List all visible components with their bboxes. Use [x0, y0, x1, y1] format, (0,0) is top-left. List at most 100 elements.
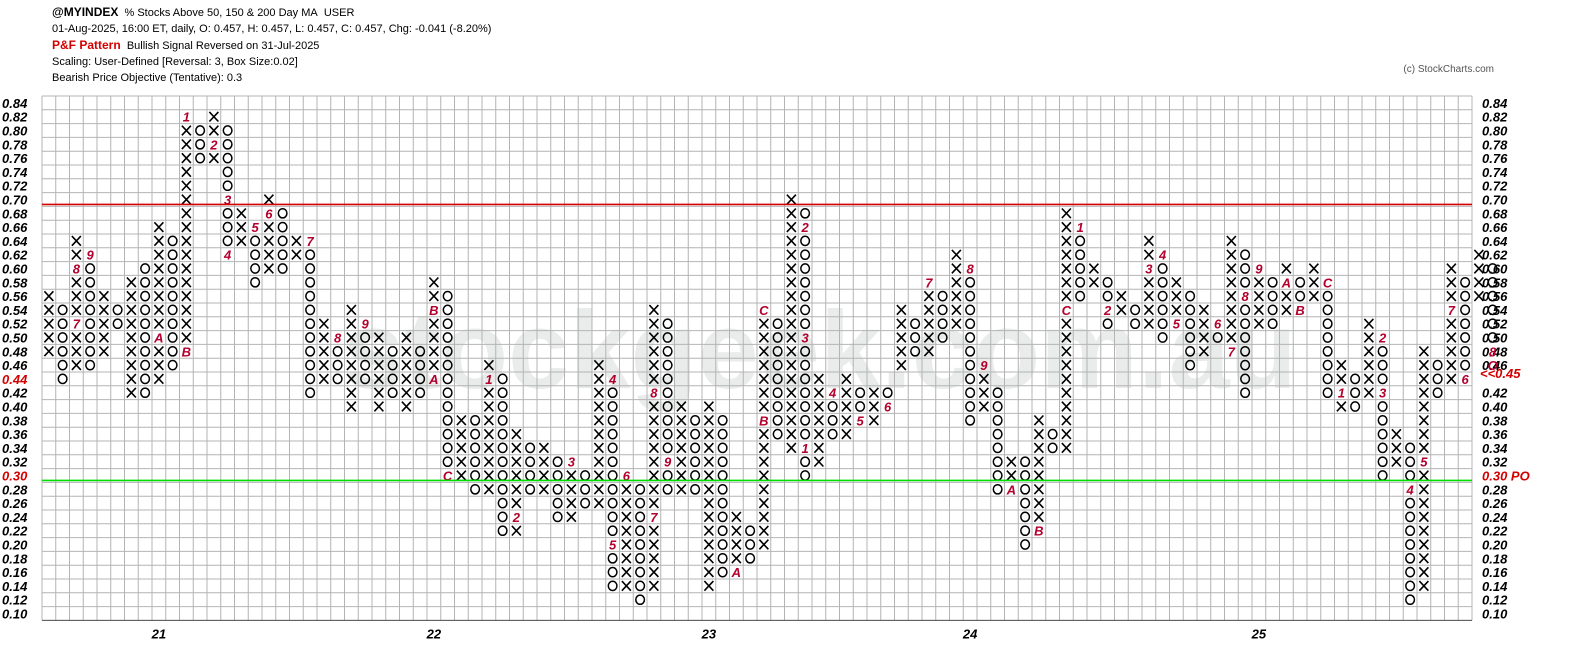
pattern-line: P&F Pattern Bullish Signal Reversed on 3… [52, 37, 491, 54]
marker-bg [1478, 372, 1548, 385]
o-box [717, 539, 728, 550]
y-tick-left: 0.50 [2, 331, 28, 346]
objective-line: Bearish Price Objective (Tentative): 0.3 [52, 72, 243, 84]
x-box [676, 428, 687, 440]
x-box [1418, 566, 1429, 578]
x-box [978, 387, 989, 399]
y-tick-right: 0.60 [1482, 262, 1508, 277]
x-box [153, 290, 164, 302]
o-box [717, 483, 728, 495]
o-box [1212, 332, 1223, 343]
o-box [57, 359, 68, 371]
o-box [1487, 290, 1498, 302]
x-box [786, 207, 797, 219]
x-box [511, 428, 522, 440]
y-tick-right: 0.72 [1482, 179, 1508, 194]
x-box [1143, 318, 1154, 330]
month-marker: C [1323, 275, 1333, 290]
o-box [1322, 373, 1333, 385]
y-tick-right: 0.78 [1482, 137, 1508, 152]
x-box [676, 401, 687, 412]
x-box [1418, 470, 1429, 481]
o-box [1377, 345, 1388, 357]
x-box [593, 428, 604, 440]
o-box [195, 152, 206, 164]
x-label-year: 22 [426, 626, 442, 641]
o-box [800, 359, 811, 371]
month-marker: 9 [664, 455, 672, 470]
x-box [181, 125, 192, 136]
x-box [648, 332, 659, 343]
x-box [1061, 414, 1072, 426]
o-box [800, 318, 811, 330]
o-box [85, 318, 96, 330]
y-tick-right: 0.18 [1482, 551, 1508, 566]
x-box [1363, 387, 1374, 399]
x-box [786, 249, 797, 261]
o-box [525, 470, 536, 481]
x-box [1143, 276, 1154, 288]
o-box [250, 235, 261, 247]
o-box [1075, 263, 1086, 274]
o-box [607, 428, 618, 440]
x-box [731, 552, 742, 564]
o-box [442, 414, 453, 426]
x-box [868, 401, 879, 412]
x-box [1226, 290, 1237, 302]
month-marker: 9 [980, 358, 988, 373]
y-tick-right: 0.16 [1482, 565, 1508, 580]
x-box [786, 304, 797, 316]
x-box [731, 525, 742, 537]
x-box [593, 387, 604, 399]
x-box [1363, 359, 1374, 371]
x-box [153, 373, 164, 385]
y-tick-left: 0.58 [2, 275, 28, 290]
o-box [607, 470, 618, 481]
o-box [497, 401, 508, 412]
y-tick-left: 0.36 [2, 427, 28, 442]
o-box [1405, 539, 1416, 550]
x-box [621, 511, 632, 523]
o-box [1405, 511, 1416, 523]
x-box [923, 332, 934, 343]
o-box [1240, 318, 1251, 330]
month-marker: 3 [802, 331, 810, 346]
x-box [758, 401, 769, 412]
x-box [731, 539, 742, 550]
x-box [538, 442, 549, 454]
x-box [1198, 304, 1209, 316]
o-box [250, 263, 261, 274]
o-box [140, 290, 151, 302]
o-box [222, 138, 233, 150]
month-marker: 2 [512, 510, 521, 525]
o-box [277, 235, 288, 247]
o-box [580, 483, 591, 495]
month-marker: 6 [884, 400, 892, 415]
o-box [662, 414, 673, 426]
x-box [566, 470, 577, 481]
o-box [772, 345, 783, 357]
o-box [140, 332, 151, 343]
o-box [1405, 525, 1416, 537]
y-tick-left: 0.24 [2, 510, 28, 525]
o-box [470, 470, 481, 481]
month-marker: 8 [334, 331, 342, 346]
x-box [621, 566, 632, 578]
o-box [332, 373, 343, 385]
x-box [428, 276, 439, 288]
o-box [1102, 318, 1113, 330]
o-box [607, 442, 618, 454]
x-box [1226, 304, 1237, 316]
x-box [1308, 290, 1319, 302]
x-box [648, 539, 659, 550]
x-box [758, 345, 769, 357]
o-box [57, 318, 68, 330]
x-box [1473, 263, 1484, 274]
o-box [1267, 276, 1278, 288]
month-marker: 8 [73, 262, 81, 277]
x-box [71, 304, 82, 316]
o-box [470, 483, 481, 495]
x-box [483, 442, 494, 454]
x-box [373, 359, 384, 371]
x-box [813, 414, 824, 426]
